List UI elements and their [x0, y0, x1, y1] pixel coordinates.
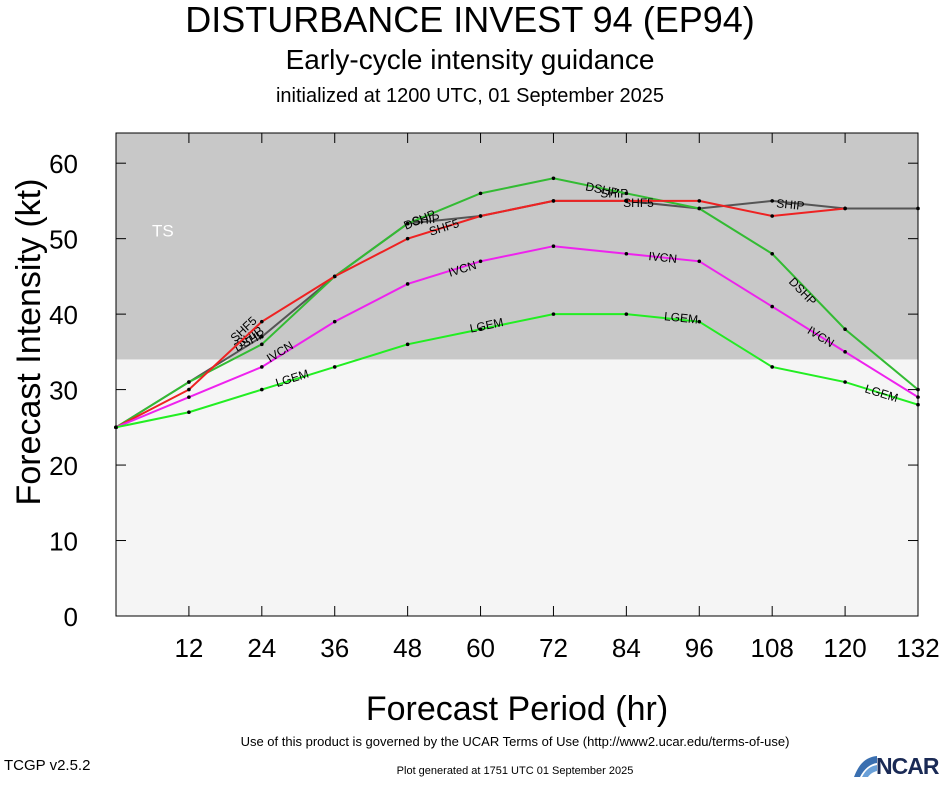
data-point-shf5 — [843, 206, 847, 211]
data-point-lgem — [260, 387, 264, 392]
series-label-ship: SHIP — [411, 211, 440, 228]
data-point-lgem — [332, 365, 337, 369]
y-axis-label: Forecast Intensity (kt) — [10, 179, 48, 506]
data-point-ship — [260, 334, 264, 339]
data-point-lgem — [405, 342, 410, 347]
chart-title: DISTURBANCE INVEST 94 (EP94) — [185, 0, 755, 40]
data-point-lgem — [843, 380, 847, 384]
data-point-lgem — [478, 327, 483, 332]
data-point-dshp — [405, 221, 410, 226]
series-line-dshp — [115, 177, 919, 429]
data-point-ivcn — [332, 319, 337, 324]
x-tick-label: 60 — [466, 633, 495, 663]
data-point-lgem — [697, 319, 702, 324]
data-point-shf5 — [770, 214, 774, 218]
terms-of-use-notice: Use of this product is governed by the U… — [240, 734, 790, 749]
series-label-lgem: LGEM — [469, 315, 505, 336]
data-point-ivcn — [187, 395, 191, 399]
series-label-dshp: DSHP — [584, 179, 619, 199]
series-line-lgem — [115, 313, 919, 429]
data-point-shf5 — [260, 319, 264, 324]
data-point-ivcn — [624, 251, 629, 256]
x-tick-label: 96 — [685, 633, 714, 663]
data-point-shf5 — [624, 199, 629, 203]
ncar-logo-text: NCAR — [876, 753, 939, 779]
chart-subtitle: Early-cycle intensity guidance — [285, 44, 655, 75]
init-time-label: initialized at 1200 UTC, 01 September 20… — [275, 85, 664, 107]
ncar-logo-icon — [854, 756, 877, 777]
data-point-dshp — [697, 206, 702, 211]
data-point-ship — [770, 199, 774, 203]
data-point-shf5 — [478, 214, 483, 218]
data-point-lgem — [624, 312, 629, 316]
series-line-ivcn — [115, 245, 919, 429]
data-point-dshp — [187, 380, 191, 384]
data-point-ivcn — [551, 244, 556, 249]
y-tick-label: 10 — [49, 527, 78, 557]
data-point-shf5 — [332, 274, 337, 279]
data-point-ivcn — [405, 282, 410, 286]
axes-layer: 12 24 36 48 60 72 84 96 108 120 132 0 10 20 30 40 50 60 — [49, 133, 940, 663]
y-tick-label: 20 — [49, 451, 78, 481]
data-point-shf5 — [187, 387, 191, 392]
y-tick-label: 40 — [49, 300, 78, 330]
ncar-logo: NCAR — [852, 751, 940, 780]
data-point-shf5 — [697, 199, 702, 203]
x-tick-label: 36 — [320, 633, 349, 663]
series-label-ship: SHIP — [776, 196, 805, 213]
generated-time-label: Plot generated at 1751 UTC 01 September … — [396, 765, 634, 777]
data-point-dshp — [260, 342, 264, 347]
x-axis-label: Forecast Period (hr) — [366, 690, 668, 728]
series-layer: SHIPSHIPSHIPSHIPDSHPDSHPDSHPDSHPSHF5SHF5… — [114, 176, 920, 430]
data-point-dshp — [478, 191, 483, 196]
version-label: TCGP v2.5.2 — [4, 757, 91, 774]
x-tick-label: 24 — [247, 633, 276, 663]
x-tick-label: 132 — [896, 633, 939, 663]
y-tick-label: 30 — [49, 376, 78, 406]
plot-frame — [115, 132, 919, 617]
data-point-lgem — [551, 312, 556, 316]
y-tick-label: 0 — [64, 602, 78, 632]
x-tick-label: 84 — [612, 633, 641, 663]
x-tick-label: 12 — [174, 633, 203, 663]
x-tick-label: 48 — [393, 633, 422, 663]
data-point-shf5 — [551, 199, 556, 203]
data-point-shf5 — [405, 236, 410, 241]
data-point-ivcn — [770, 304, 774, 309]
ts-band-label: TS — [152, 221, 174, 240]
data-point-ivcn — [478, 259, 483, 264]
data-point-dshp — [770, 251, 774, 256]
data-point-lgem — [187, 410, 191, 415]
series-label-ivcn: IVCN — [648, 249, 678, 266]
x-tick-label: 120 — [823, 633, 866, 663]
data-point-ivcn — [697, 259, 702, 264]
data-point-lgem — [770, 365, 774, 369]
data-point-ivcn — [843, 350, 847, 354]
data-point-ivcn — [260, 365, 264, 369]
y-tick-label: 50 — [49, 225, 78, 255]
data-point-dshp — [624, 191, 629, 196]
data-point-dshp — [551, 176, 556, 181]
series-label-shf5: SHF5 — [623, 196, 654, 210]
x-tick-label: 72 — [539, 633, 568, 663]
x-tick-label: 108 — [750, 633, 793, 663]
series-label-lgem: LGEM — [663, 309, 698, 326]
data-point-dshp — [843, 327, 847, 332]
y-tick-label: 60 — [49, 149, 78, 179]
